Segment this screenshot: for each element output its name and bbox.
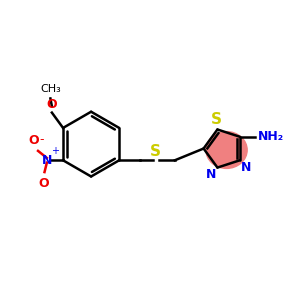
Text: NH₂: NH₂ [257, 130, 283, 143]
Text: S: S [211, 112, 221, 127]
Text: O: O [38, 177, 49, 190]
Text: O: O [28, 134, 39, 147]
Text: N: N [241, 161, 252, 174]
Ellipse shape [206, 132, 247, 168]
Text: +: + [51, 146, 59, 157]
Text: O: O [46, 98, 57, 110]
Text: S: S [150, 144, 161, 159]
Text: CH₃: CH₃ [40, 84, 61, 94]
Text: -: - [40, 133, 44, 146]
Text: N: N [42, 154, 52, 167]
Text: N: N [206, 169, 216, 182]
